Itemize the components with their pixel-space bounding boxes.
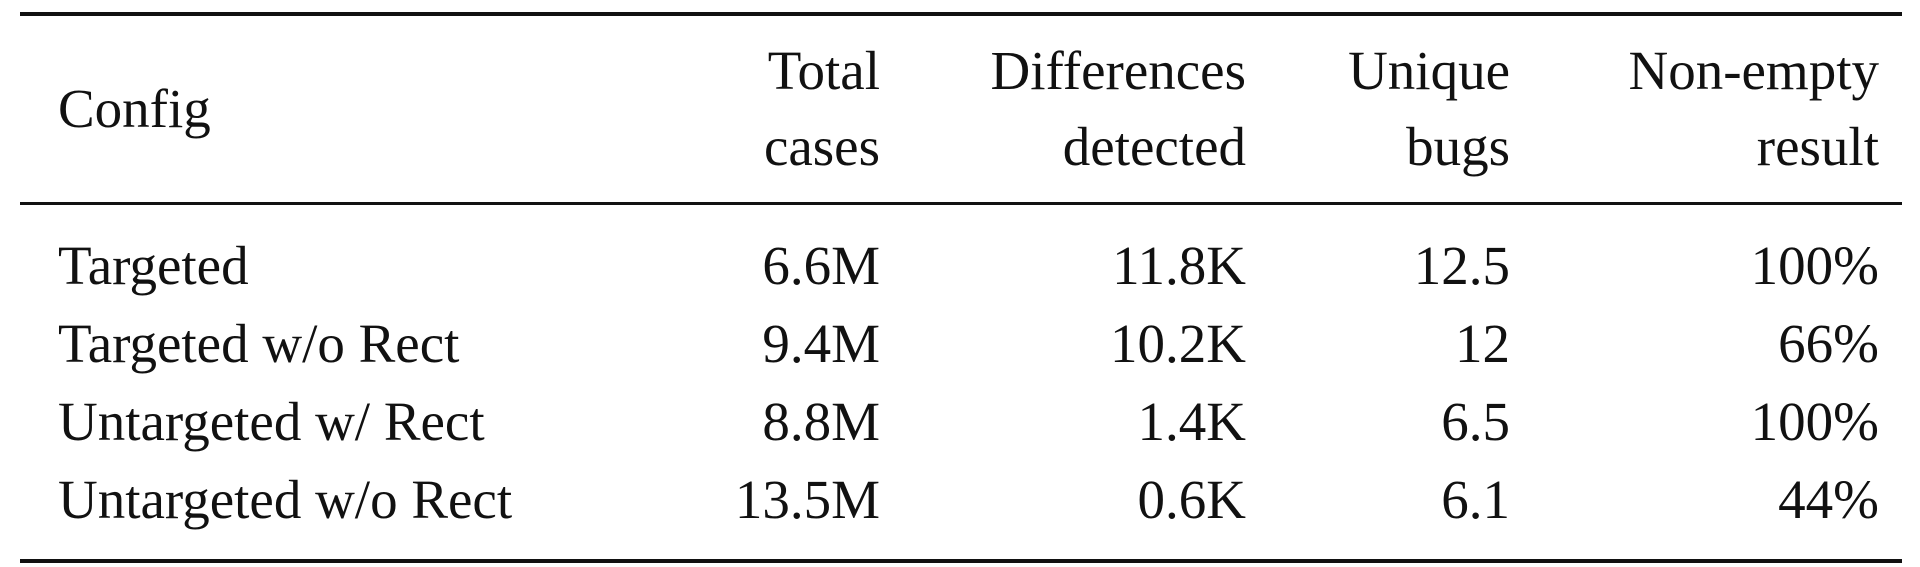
header-rule <box>20 202 1902 205</box>
non-empty-result-cell: 44% <box>1778 469 1879 530</box>
table-row: Untargeted w/o Rect 13.5M 0.6K 6.1 44% <box>20 461 1902 539</box>
non-empty-result-cell: 100% <box>1750 235 1879 296</box>
unique-bugs-cell: 12.5 <box>1413 235 1510 296</box>
differences-detected-cell: 0.6K <box>1137 469 1246 530</box>
header-row: Config Total cases Differences detected … <box>20 16 1902 202</box>
header-unique-bugs-line2: bugs <box>1406 116 1510 177</box>
header-config: Config <box>20 71 540 147</box>
config-cell: Targeted w/o Rect <box>58 313 460 374</box>
header-unique-bugs: Unique bugs <box>1249 33 1513 185</box>
total-cases-cell: 8.8M <box>762 391 880 452</box>
results-table: Config Total cases Differences detected … <box>20 12 1902 563</box>
config-cell: Untargeted w/ Rect <box>58 391 485 452</box>
differences-detected-cell: 1.4K <box>1137 391 1246 452</box>
differences-detected-cell: 11.8K <box>1112 235 1246 296</box>
non-empty-result-cell: 66% <box>1778 313 1879 374</box>
header-total-cases-line1: Total <box>767 40 880 101</box>
unique-bugs-cell: 6.1 <box>1441 469 1510 530</box>
table-body: Targeted 6.6M 11.8K 12.5 100% Targeted w… <box>20 205 1902 559</box>
header-differences-detected-line2: detected <box>1062 116 1246 177</box>
config-cell: Untargeted w/o Rect <box>58 469 513 530</box>
unique-bugs-cell: 12 <box>1455 313 1510 374</box>
header-differences-detected-line1: Differences <box>990 40 1246 101</box>
total-cases-cell: 13.5M <box>734 469 880 530</box>
header-non-empty-result-line1: Non-empty <box>1628 40 1879 101</box>
header-unique-bugs-line1: Unique <box>1348 40 1510 101</box>
total-cases-cell: 9.4M <box>762 313 880 374</box>
header-config-line1: Config <box>58 78 211 139</box>
header-differences-detected: Differences detected <box>883 33 1249 185</box>
header-total-cases: Total cases <box>540 33 883 185</box>
table-row: Targeted 6.6M 11.8K 12.5 100% <box>20 227 1902 305</box>
table-row: Targeted w/o Rect 9.4M 10.2K 12 66% <box>20 305 1902 383</box>
differences-detected-cell: 10.2K <box>1110 313 1246 374</box>
bottom-rule <box>20 559 1902 563</box>
table-row: Untargeted w/ Rect 8.8M 1.4K 6.5 100% <box>20 383 1902 461</box>
unique-bugs-cell: 6.5 <box>1441 391 1510 452</box>
header-non-empty-result-line2: result <box>1756 116 1879 177</box>
header-total-cases-line2: cases <box>763 116 880 177</box>
non-empty-result-cell: 100% <box>1750 391 1879 452</box>
header-non-empty-result: Non-empty result <box>1513 33 1885 185</box>
top-rule <box>20 12 1902 16</box>
total-cases-cell: 6.6M <box>762 235 880 296</box>
config-cell: Targeted <box>58 235 249 296</box>
